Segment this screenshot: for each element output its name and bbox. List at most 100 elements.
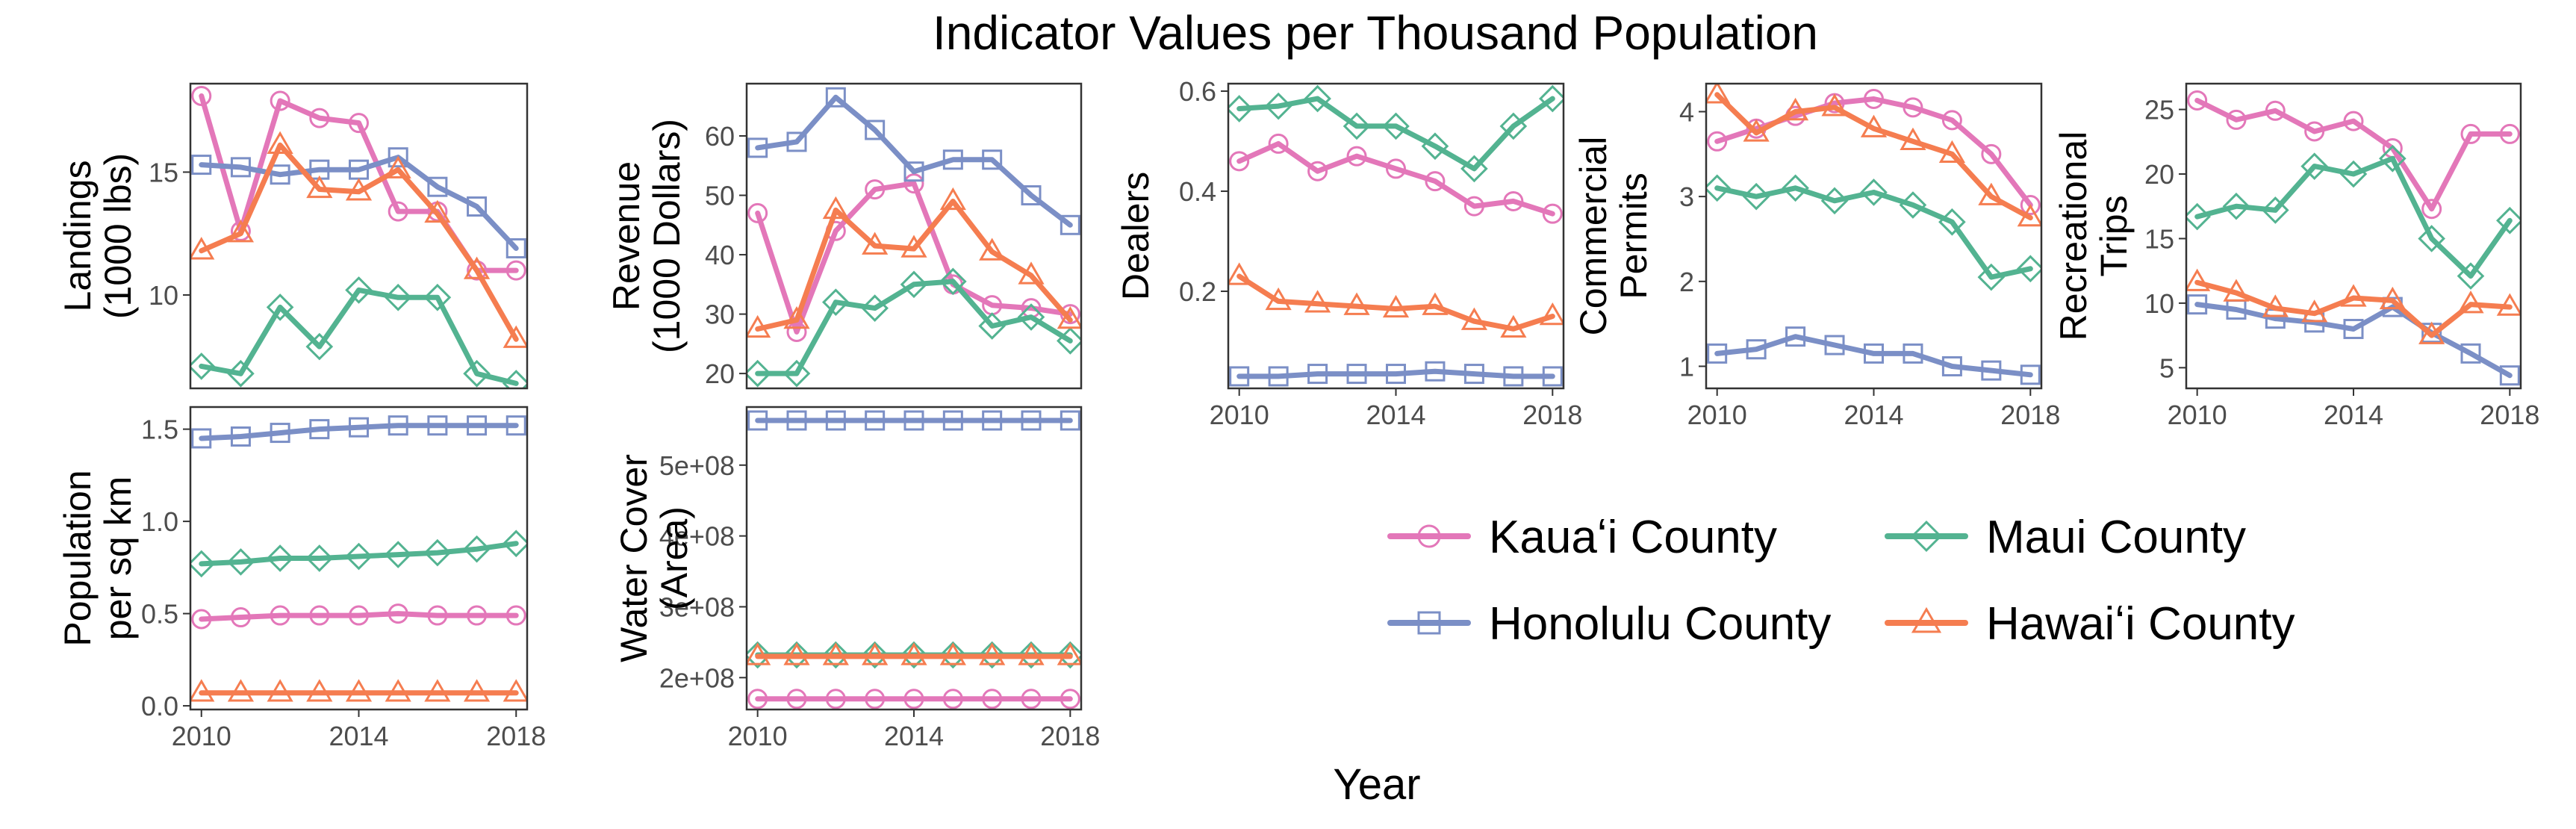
legend-label: Maui County xyxy=(1986,512,2246,563)
point-maui xyxy=(463,359,491,388)
point-kauai xyxy=(2187,90,2208,111)
point-hawaii xyxy=(900,235,927,258)
point-maui xyxy=(2016,255,2041,283)
point-hawaii xyxy=(783,305,810,329)
point-kauai xyxy=(2460,123,2481,144)
legend: Kauaʻi County Maui County Honolulu County H… xyxy=(1387,512,2295,650)
point-hawaii xyxy=(939,187,966,211)
point-kauai xyxy=(825,689,846,710)
point-hawaii xyxy=(862,642,889,665)
y-axis-label-line: per sq km xyxy=(97,476,139,641)
point-maui xyxy=(1382,112,1410,140)
point-kauai xyxy=(191,609,212,630)
series-line-hawaii xyxy=(1236,273,1555,332)
point-honolulu xyxy=(2343,318,2364,339)
point-hawaii xyxy=(1938,140,1966,164)
point-maui xyxy=(305,544,334,572)
x-tick-label: 2018 xyxy=(486,721,546,751)
x-tick-label: 2018 xyxy=(2000,400,2060,430)
point-maui xyxy=(1264,92,1292,120)
legend-swatch-marker xyxy=(1910,520,1943,553)
point-kauai xyxy=(1060,304,1080,325)
point-hawaii xyxy=(1422,292,1449,315)
point-honolulu xyxy=(2020,364,2041,385)
panel-7: 2e+08 3e+08 4e+08 5e+08 2010 2014 2018 Water Co… xyxy=(613,406,1100,751)
point-hawaii xyxy=(1460,307,1488,330)
point-hawaii xyxy=(2457,291,2484,314)
point-maui xyxy=(2186,202,2211,231)
point-maui xyxy=(227,548,255,576)
point-maui xyxy=(266,294,294,321)
point-kauai xyxy=(467,260,488,281)
panel-frame xyxy=(1705,82,2043,390)
y-tick-label: 10 xyxy=(149,280,178,311)
point-kauai xyxy=(786,321,807,342)
y-tick-label: 1.5 xyxy=(141,414,178,445)
point-kauai xyxy=(505,605,526,626)
point-maui xyxy=(861,641,889,669)
point-kauai xyxy=(1542,203,1563,224)
point-maui xyxy=(1228,95,1254,122)
point-honolulu xyxy=(1463,364,1484,385)
point-maui xyxy=(978,641,1006,669)
series-line-hawaii xyxy=(755,199,1073,332)
point-kauai xyxy=(903,689,924,710)
point-hawaii xyxy=(227,220,255,243)
panel-4: 1 2 3 4 2010 2014 2018 CommercialPermits xyxy=(1572,82,2060,430)
x-tick-label: 2010 xyxy=(1687,400,1747,430)
point-hawaii xyxy=(747,642,771,665)
legend-swatch-marker xyxy=(1911,606,1942,633)
point-hawaii xyxy=(503,325,527,348)
y-tick-label: 4 xyxy=(1679,97,1694,128)
point-maui xyxy=(2222,192,2250,220)
point-kauai xyxy=(1268,133,1289,154)
plot-area xyxy=(1706,84,2041,385)
y-tick-label: 20 xyxy=(2144,159,2174,190)
point-maui xyxy=(190,353,216,380)
point-hawaii xyxy=(424,199,451,223)
y-tick-label: 50 xyxy=(705,181,735,211)
y-axis-label-line: Dealers xyxy=(1115,172,1157,300)
point-kauai xyxy=(1060,689,1080,710)
y-axis-label: Revenue(1000 Dollars) xyxy=(606,119,688,353)
point-hawaii xyxy=(822,196,849,220)
point-honolulu xyxy=(349,417,369,438)
point-hawaii xyxy=(345,679,373,702)
point-maui xyxy=(1706,174,1732,202)
point-maui xyxy=(1057,327,1081,355)
point-maui xyxy=(1343,112,1371,140)
point-maui xyxy=(1977,263,2006,291)
legend-label: Hawaiʻi County xyxy=(1986,598,2295,650)
point-hawaii xyxy=(345,178,373,201)
point-kauai xyxy=(1463,196,1484,217)
point-hawaii xyxy=(267,679,293,702)
point-hawaii xyxy=(900,642,927,665)
point-hawaii xyxy=(1900,127,1926,150)
point-hawaii xyxy=(385,155,411,178)
point-kauai xyxy=(467,605,488,626)
point-kauai xyxy=(1941,110,1962,131)
point-honolulu xyxy=(982,149,1003,170)
point-honolulu xyxy=(1903,343,1923,364)
point-maui xyxy=(747,359,771,388)
point-honolulu xyxy=(1425,361,1446,382)
y-tick-label: 5 xyxy=(2159,353,2174,383)
point-honolulu xyxy=(1824,335,1845,355)
legend-swatch-marker xyxy=(1417,524,1441,548)
point-maui xyxy=(423,538,452,567)
point-honolulu xyxy=(1346,364,1367,385)
point-honolulu xyxy=(230,426,251,447)
series-line-maui xyxy=(1714,185,2033,280)
series-line-kauai xyxy=(199,93,519,273)
series-line-kauai xyxy=(2194,98,2513,212)
point-kauai xyxy=(427,605,448,626)
panel-1: 10 15 Landings(1000 lbs) xyxy=(57,82,529,390)
x-tick-label: 2014 xyxy=(329,721,388,751)
point-kauai xyxy=(786,689,807,710)
point-hawaii xyxy=(190,679,215,702)
point-honolulu xyxy=(1746,339,1767,360)
y-axis-label-line: (1000 Dollars) xyxy=(646,119,688,353)
y-axis-label-line: Revenue xyxy=(606,161,647,311)
point-hawaii xyxy=(424,679,451,702)
y-tick-label: 0.4 xyxy=(1179,176,1216,207)
